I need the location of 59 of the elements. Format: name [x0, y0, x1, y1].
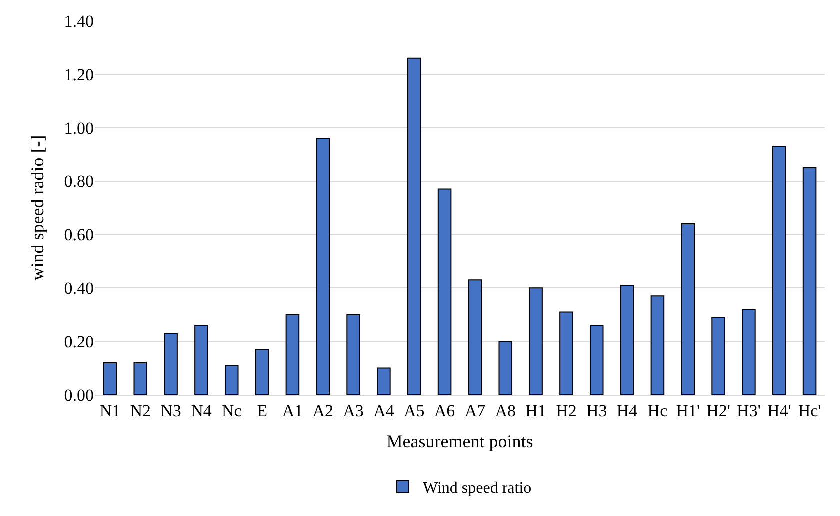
bar	[650, 296, 665, 395]
x-tick-label: A3	[343, 401, 364, 420]
y-tick-label: 0.00	[64, 386, 94, 405]
x-tick-label: E	[257, 401, 268, 420]
y-tick-label: 0.40	[64, 279, 94, 298]
x-tick-label: H3'	[737, 401, 761, 420]
bar	[134, 362, 148, 395]
x-tick-label: H2	[556, 401, 577, 420]
y-tick-label: 0.20	[64, 332, 94, 352]
x-tick-label: H1'	[676, 401, 700, 420]
bar	[407, 58, 422, 395]
x-tick-label: H1	[526, 401, 546, 420]
x-tick-label: N3	[160, 401, 182, 420]
x-tick-label: H3	[586, 401, 608, 420]
x-tick-label: A7	[464, 401, 486, 420]
bar	[438, 188, 452, 395]
bar	[590, 325, 604, 395]
x-tick-label: Nc	[222, 401, 242, 420]
y-axis-title: wind speed radio [-]	[27, 135, 48, 281]
x-axis-title: Measurement points	[386, 432, 534, 452]
x-tick-label: A1	[282, 401, 304, 420]
bar	[681, 224, 696, 395]
bar	[164, 333, 178, 395]
y-tick-label: 0.80	[64, 172, 94, 192]
x-tick-label: A5	[404, 401, 425, 420]
bar	[772, 146, 786, 395]
bar	[712, 317, 726, 395]
legend-label: Wind speed ratio	[423, 480, 532, 497]
x-tick-label: Hc'	[798, 401, 822, 420]
bar	[255, 349, 270, 395]
y-tick-label: 0.60	[64, 226, 94, 245]
x-tick-label: A4	[374, 401, 395, 420]
x-tick-label: A6	[434, 401, 456, 420]
bar	[224, 365, 239, 395]
bar	[194, 325, 208, 395]
x-tick-label: H4'	[767, 401, 792, 420]
x-tick-label: A2	[312, 401, 334, 420]
x-tick-label: N1	[100, 401, 121, 420]
bar	[802, 167, 817, 395]
bar	[529, 288, 543, 395]
bar	[742, 309, 756, 395]
bar	[286, 314, 300, 395]
y-tick-label: 1.20	[64, 65, 94, 84]
x-tick-label: N4	[191, 401, 212, 420]
y-tick-label: 1.00	[64, 118, 94, 138]
bar	[560, 312, 574, 395]
bar	[103, 362, 118, 395]
x-tick-label: A8	[495, 401, 516, 420]
bar	[316, 138, 330, 395]
x-tick-label: H4	[616, 401, 638, 420]
bar	[620, 284, 634, 395]
x-tick-label: N2	[130, 401, 152, 420]
bar	[468, 280, 482, 395]
bar	[346, 314, 360, 395]
x-tick-label: H2'	[706, 401, 730, 420]
bar	[498, 341, 513, 395]
y-tick-label: 1.40	[64, 12, 94, 31]
x-tick-label: Hc	[648, 401, 668, 420]
bar	[377, 368, 391, 395]
